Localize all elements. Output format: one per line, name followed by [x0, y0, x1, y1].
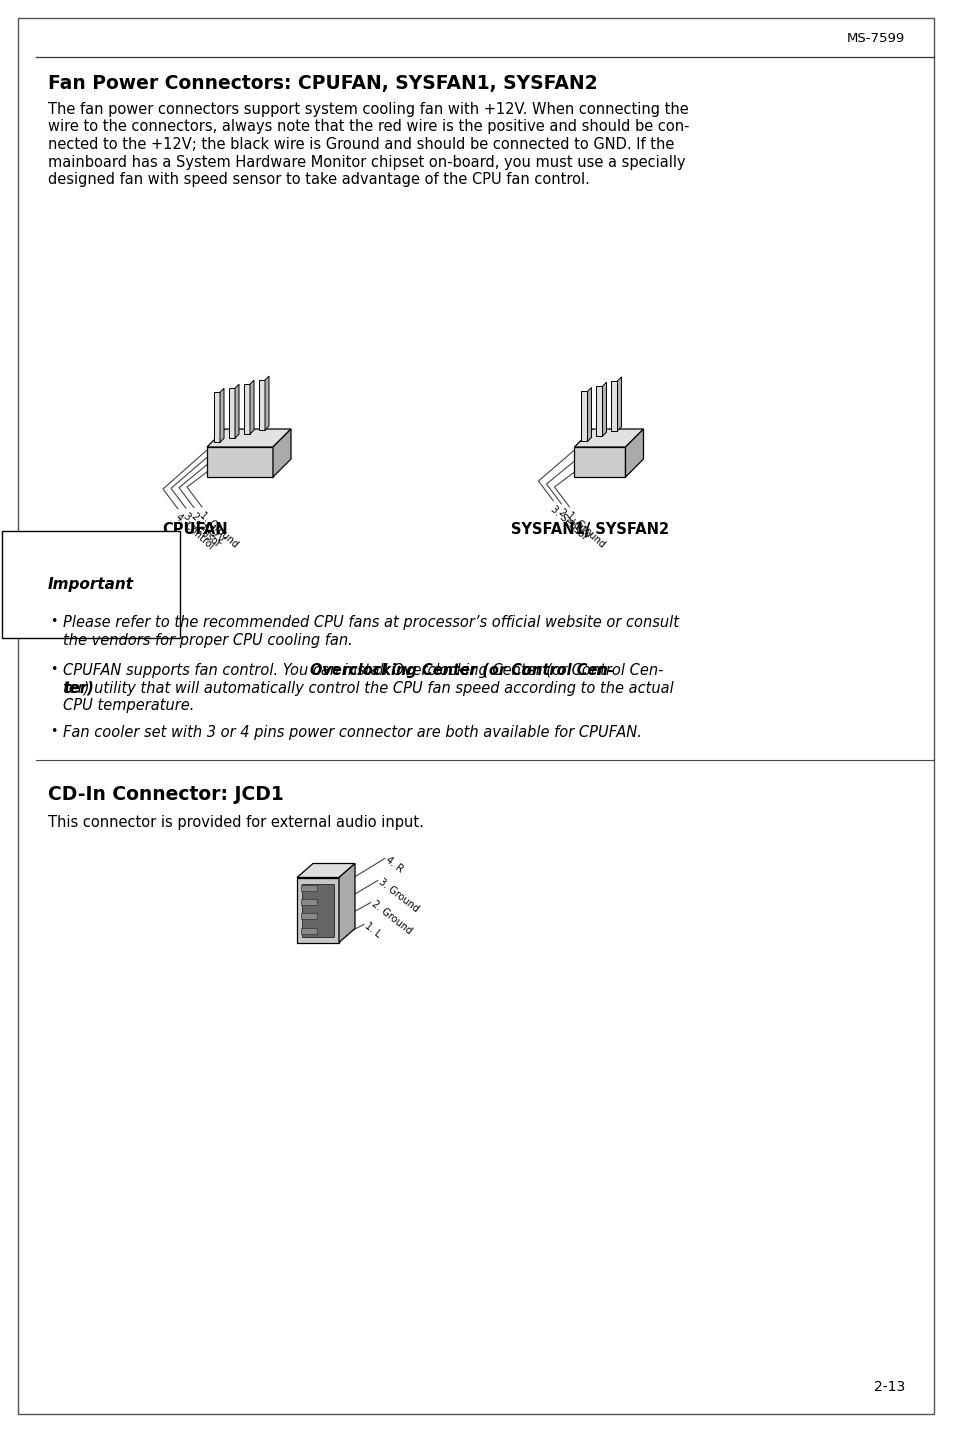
Polygon shape — [574, 447, 625, 477]
Text: •: • — [50, 663, 57, 676]
Polygon shape — [229, 388, 234, 438]
Polygon shape — [625, 430, 643, 477]
Text: Overclocking Center (or Control Cen-: Overclocking Center (or Control Cen- — [310, 663, 614, 677]
Text: Important: Important — [48, 577, 133, 591]
Polygon shape — [611, 381, 617, 431]
Text: CD-In Connector: JCD1: CD-In Connector: JCD1 — [48, 785, 283, 803]
Text: SYSFAN1/ SYSFAN2: SYSFAN1/ SYSFAN2 — [511, 523, 668, 537]
FancyBboxPatch shape — [301, 914, 316, 919]
Polygon shape — [258, 379, 265, 430]
Polygon shape — [250, 379, 253, 434]
Text: nected to the +12V; the black wire is Ground and should be connected to GND. If : nected to the +12V; the black wire is Gr… — [48, 137, 674, 152]
Text: Please refer to the recommended CPU fans at processor’s official website or cons: Please refer to the recommended CPU fans… — [63, 614, 679, 630]
Text: This connector is provided for external audio input.: This connector is provided for external … — [48, 815, 423, 831]
Polygon shape — [244, 384, 250, 434]
Polygon shape — [265, 377, 269, 430]
Polygon shape — [273, 430, 291, 477]
Text: MS-7599: MS-7599 — [846, 32, 904, 44]
Polygon shape — [581, 391, 587, 441]
Text: •: • — [50, 614, 57, 629]
Polygon shape — [296, 863, 355, 878]
Polygon shape — [602, 382, 606, 437]
Polygon shape — [207, 447, 273, 477]
Polygon shape — [587, 388, 591, 441]
Text: mainboard has a System Hardware Monitor chipset on-board, you must use a special: mainboard has a System Hardware Monitor … — [48, 155, 685, 169]
FancyBboxPatch shape — [301, 899, 316, 905]
Polygon shape — [207, 430, 291, 447]
Polygon shape — [596, 387, 602, 437]
Polygon shape — [617, 377, 620, 431]
Text: CPU temperature.: CPU temperature. — [63, 697, 194, 713]
Text: 1. Ground: 1. Ground — [564, 510, 606, 550]
Text: 3. Sensor: 3. Sensor — [548, 504, 589, 541]
Text: wire to the connectors, always note that the red wire is the positive and should: wire to the connectors, always note that… — [48, 119, 689, 135]
Text: Fan Power Connectors: CPUFAN, SYSFAN1, SYSFAN2: Fan Power Connectors: CPUFAN, SYSFAN1, S… — [48, 74, 597, 93]
Text: 2-13: 2-13 — [873, 1380, 904, 1393]
Text: CPUFAN: CPUFAN — [162, 523, 228, 537]
Text: 4. R: 4. R — [383, 855, 404, 874]
Polygon shape — [338, 863, 355, 942]
Text: Fan cooler set with 3 or 4 pins power connector are both available for CPUFAN.: Fan cooler set with 3 or 4 pins power co… — [63, 725, 641, 740]
Text: the vendors for proper CPU cooling fan.: the vendors for proper CPU cooling fan. — [63, 633, 353, 647]
Text: 3. Ground: 3. Ground — [376, 876, 420, 914]
Text: •: • — [50, 725, 57, 737]
FancyBboxPatch shape — [18, 19, 933, 1413]
Text: 2. +12V: 2. +12V — [557, 507, 592, 541]
Text: 2. Ground: 2. Ground — [370, 898, 414, 937]
Text: ter) utility that will automatically control the CPU fan speed according to the : ter) utility that will automatically con… — [63, 680, 673, 696]
Text: The fan power connectors support system cooling fan with +12V. When connecting t: The fan power connectors support system … — [48, 102, 688, 117]
Text: 1. Ground: 1. Ground — [197, 510, 239, 550]
Text: 2. +12V: 2. +12V — [189, 511, 225, 544]
Text: 3. Sensor: 3. Sensor — [181, 511, 222, 550]
Polygon shape — [220, 388, 224, 442]
Polygon shape — [296, 878, 338, 942]
Polygon shape — [234, 384, 239, 438]
FancyBboxPatch shape — [301, 928, 316, 934]
Polygon shape — [574, 430, 643, 447]
FancyBboxPatch shape — [301, 885, 316, 891]
Text: designed fan with speed sensor to take advantage of the CPU fan control.: designed fan with speed sensor to take a… — [48, 172, 589, 188]
FancyBboxPatch shape — [302, 884, 334, 937]
Polygon shape — [213, 392, 220, 442]
Text: 1. L: 1. L — [362, 921, 382, 939]
Text: 4. Control: 4. Control — [173, 513, 215, 551]
Text: ter): ter) — [63, 680, 93, 696]
Text: CPUFAN supports fan control. You can install Overclocking Center (or Control Cen: CPUFAN supports fan control. You can ins… — [63, 663, 662, 677]
